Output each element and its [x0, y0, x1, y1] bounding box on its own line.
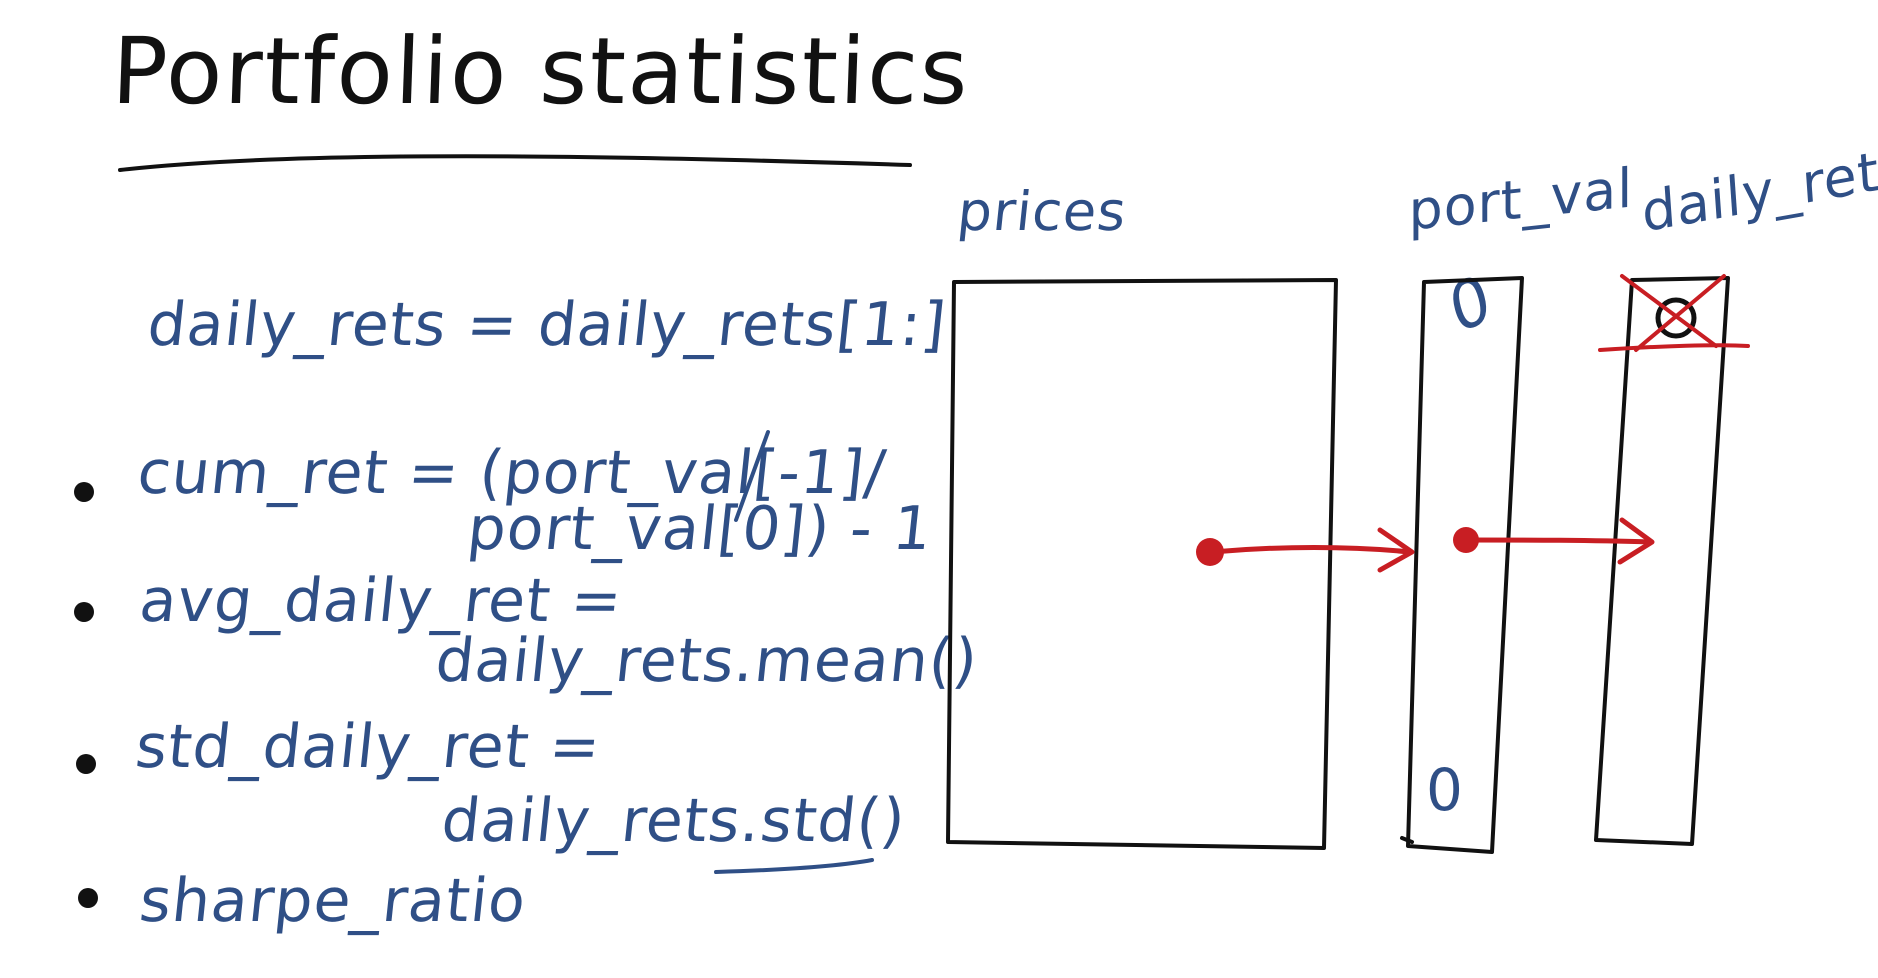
bullet: [78, 888, 98, 908]
prices-table: [946, 278, 1338, 850]
daily-rets-column: [1594, 276, 1730, 846]
port-val-last-zero: 0: [1426, 756, 1463, 824]
division-slash: [734, 430, 770, 522]
arrow-start-dot: [1453, 527, 1479, 553]
arrow-start-dot: [1196, 538, 1224, 566]
std-underline: [714, 858, 874, 874]
cross-stroke: [1634, 274, 1726, 352]
cross-stroke: [1620, 274, 1718, 348]
bullet: [76, 754, 96, 774]
title-underline: [118, 154, 912, 172]
arrow-prices-to-port-val: [1209, 545, 1413, 555]
bullet: [74, 602, 94, 622]
bullet: [74, 482, 94, 502]
cross-underline: [1598, 343, 1750, 352]
port-val-column: [1406, 276, 1524, 854]
arrow-port-val-to-daily-rets: [1463, 537, 1653, 545]
circled-first-row-marker: [1655, 297, 1697, 339]
